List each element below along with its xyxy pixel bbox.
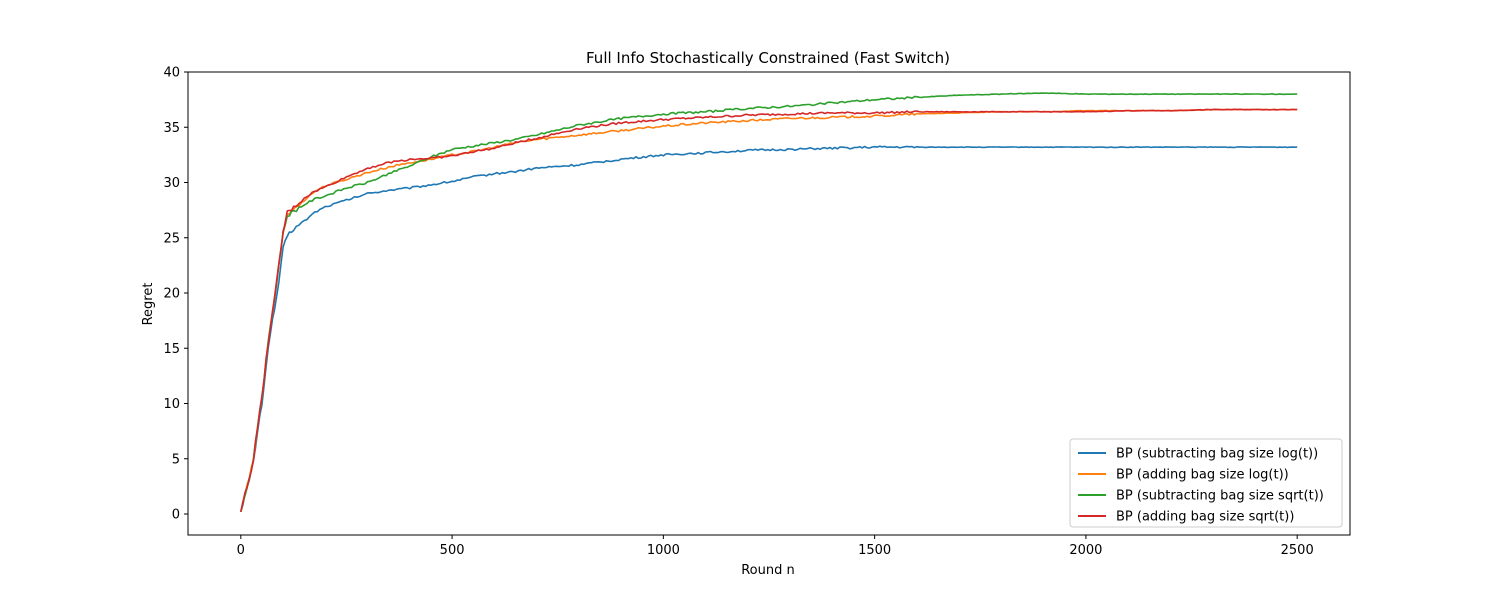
series-line-3 — [240, 92, 1298, 512]
chart-title: Full Info Stochastically Constrained (Fa… — [586, 49, 950, 67]
y-tick-label: 35 — [163, 121, 180, 136]
y-tick-label: 5 — [172, 452, 180, 467]
legend-entry-1: BP (subtracting bag size log(t)) — [1116, 447, 1318, 462]
legend-box — [1069, 438, 1343, 528]
x-tick-label: 500 — [440, 543, 465, 558]
y-tick-label: 0 — [172, 508, 180, 523]
y-tick-label: 25 — [163, 231, 180, 246]
x-axis-label: Round n — [741, 563, 795, 578]
y-axis-label: Regret — [141, 283, 156, 326]
y-tick-label: 30 — [163, 176, 180, 191]
x-tick-label: 1500 — [858, 543, 891, 558]
x-tick-label: 2000 — [1069, 543, 1102, 558]
x-tick-label: 0 — [237, 543, 245, 558]
plot-area — [240, 92, 1298, 513]
plot-frame — [187, 71, 1351, 536]
x-tick-label: 1000 — [647, 543, 680, 558]
series-line-1 — [240, 145, 1298, 513]
y-tick-label: 10 — [163, 397, 180, 412]
legend-entry-3: BP (subtracting bag size sqrt(t)) — [1116, 489, 1324, 504]
legend: BP (subtracting bag size log(t)) BP (addi… — [1069, 438, 1343, 528]
y-tick-label: 20 — [163, 287, 180, 302]
y-tick-label: 15 — [163, 342, 180, 357]
series-line-4 — [240, 108, 1298, 512]
x-tick-label: 2500 — [1281, 543, 1314, 558]
axes: 0 500 1000 1500 2000 2500 0 5 10 15 20 25 30 35 40 — [163, 66, 1351, 558]
legend-entry-4: BP (adding bag size sqrt(t)) — [1116, 510, 1294, 525]
y-tick-label: 40 — [163, 66, 180, 81]
legend-entry-2: BP (adding bag size log(t)) — [1116, 468, 1289, 483]
